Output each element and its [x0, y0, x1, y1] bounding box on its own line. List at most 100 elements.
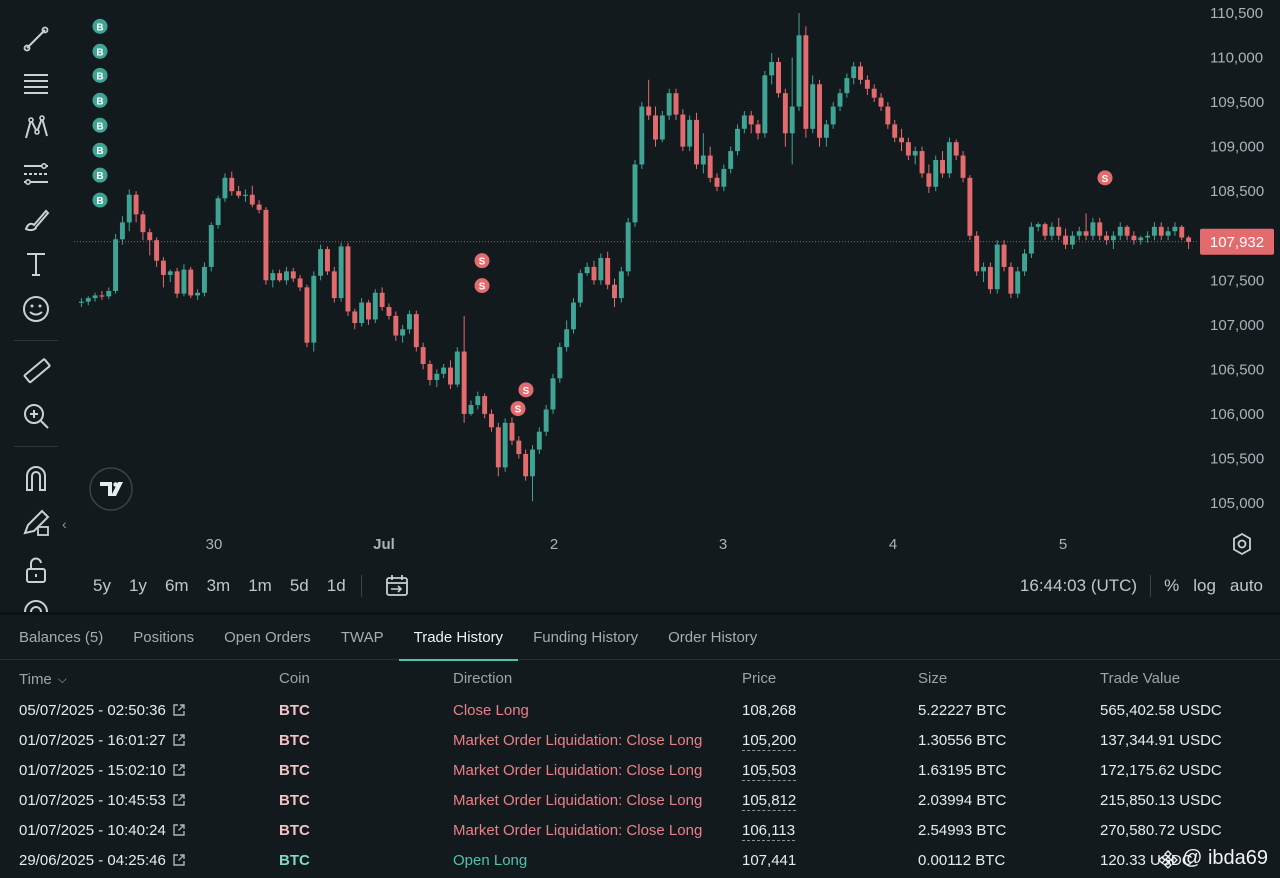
panel-divider[interactable]	[0, 612, 1280, 615]
candle-body	[413, 314, 419, 348]
table-row[interactable]: 01/07/2025 - 15:02:10 BTC Market Order Liq…	[0, 756, 1280, 786]
external-link-icon[interactable]	[172, 793, 186, 807]
tab-balances[interactable]: Balances (5)	[19, 629, 104, 646]
tab-trade-history[interactable]: Trade History	[398, 615, 519, 661]
trade-price[interactable]: 105,503	[742, 756, 797, 786]
external-link-icon[interactable]	[172, 703, 186, 717]
candle-body	[1186, 237, 1192, 242]
header-coin[interactable]: Coin	[279, 670, 310, 687]
fib-icon[interactable]	[14, 156, 58, 192]
header-time[interactable]: Time ⌵	[19, 662, 67, 697]
magnet-icon[interactable]	[14, 460, 58, 496]
candle-body	[1165, 231, 1171, 236]
log-toggle[interactable]: log	[1193, 576, 1216, 595]
range-5d-button[interactable]: 5d	[289, 576, 309, 595]
table-row[interactable]: 01/07/2025 - 10:40:24 BTC Market Order Liq…	[0, 816, 1280, 846]
candle-body	[420, 347, 426, 365]
trade-coin[interactable]: BTC	[279, 702, 310, 719]
candle	[892, 119, 898, 143]
tab-positions[interactable]: Positions	[133, 629, 195, 646]
range-3m-button[interactable]: 3m	[206, 576, 231, 595]
candle-body	[974, 235, 980, 272]
candle	[646, 79, 652, 120]
zoom-in-icon[interactable]	[14, 398, 58, 434]
marker-letter: B	[96, 22, 103, 33]
table-row[interactable]: 29/06/2025 - 04:25:46 BTC Open Long 107,441…	[0, 846, 1280, 876]
candle	[837, 88, 843, 111]
collapse-toolbar-icon[interactable]: ‹	[62, 516, 67, 532]
tab-order-history[interactable]: Order History	[668, 629, 758, 646]
range-6m-button[interactable]: 6m	[164, 576, 189, 595]
candle-body	[304, 287, 310, 343]
table-row[interactable]: 01/07/2025 - 16:01:27 BTC Market Order Liq…	[0, 726, 1280, 756]
trade-price-text: 107,441	[742, 852, 797, 869]
trade-coin[interactable]: BTC	[279, 792, 310, 809]
trend-line-icon[interactable]	[14, 20, 58, 56]
trade-coin[interactable]: BTC	[279, 762, 310, 779]
toolbar-divider	[14, 446, 58, 447]
candle	[946, 137, 952, 178]
candle	[782, 88, 788, 147]
header-price[interactable]: Price	[742, 670, 777, 687]
horizontal-lines-icon[interactable]	[14, 65, 58, 101]
eye-icon[interactable]	[14, 596, 58, 612]
candle	[1028, 222, 1034, 258]
pattern-icon[interactable]	[14, 110, 58, 146]
current-price-value: 107,932	[1210, 234, 1264, 251]
auto-toggle[interactable]: auto	[1229, 576, 1263, 595]
unlock-icon[interactable]	[14, 552, 58, 588]
trade-price[interactable]: 106,113	[742, 816, 796, 846]
candle	[277, 269, 283, 283]
table-row[interactable]: 01/07/2025 - 10:45:53 BTC Market Order Liq…	[0, 786, 1280, 816]
range-1d-button[interactable]: 1d	[326, 576, 346, 595]
external-link-icon[interactable]	[172, 733, 186, 747]
buy-marker: B	[91, 141, 109, 159]
emoji-icon[interactable]	[14, 291, 58, 327]
trade-value: 565,402.58 USDC	[1100, 702, 1222, 719]
trade-coin[interactable]: BTC	[279, 822, 310, 839]
candle-body	[283, 271, 289, 281]
lock-pencil-icon[interactable]	[14, 505, 58, 541]
candle	[297, 274, 303, 291]
tab-open-orders[interactable]: Open Orders	[224, 629, 311, 646]
range-1m-button[interactable]: 1m	[248, 576, 272, 595]
external-link-icon[interactable]	[172, 763, 186, 777]
table-row[interactable]: 05/07/2025 - 02:50:36 BTC Close Long 108,26…	[0, 696, 1280, 726]
candle-body	[461, 351, 467, 414]
candle	[571, 298, 576, 334]
trade-size: 5.22227 BTC	[918, 702, 1007, 719]
tradingview-logo[interactable]	[89, 467, 133, 511]
candle-body	[249, 194, 255, 205]
buy-marker: B	[91, 91, 109, 109]
tab-funding-history[interactable]: Funding History	[533, 629, 639, 646]
external-link-icon[interactable]	[172, 823, 186, 837]
trade-coin[interactable]: BTC	[279, 852, 310, 869]
header-direction[interactable]: Direction	[453, 670, 513, 687]
candle	[1165, 226, 1171, 241]
header-trade-value[interactable]: Trade Value	[1100, 670, 1181, 687]
trade-price[interactable]: 105,200	[742, 726, 797, 756]
candle	[584, 262, 590, 276]
external-link-icon[interactable]	[172, 853, 186, 867]
candle-body	[345, 246, 351, 312]
brush-icon[interactable]	[14, 201, 58, 237]
candle	[694, 112, 699, 169]
chart-settings-icon[interactable]	[1228, 530, 1256, 558]
candle-body	[564, 329, 570, 348]
percent-toggle[interactable]: %	[1164, 576, 1180, 595]
header-size[interactable]: Size	[918, 670, 948, 687]
candle-body	[1035, 224, 1041, 227]
range-5y-button[interactable]: 5y	[93, 576, 111, 595]
trade-coin[interactable]: BTC	[279, 732, 310, 749]
chevron-down-icon[interactable]: ⌵	[57, 672, 67, 686]
utc-clock[interactable]: 16:44:03 (UTC)	[1019, 576, 1138, 595]
tab-twap[interactable]: TWAP	[340, 629, 384, 646]
ruler-icon[interactable]	[14, 353, 58, 389]
text-icon[interactable]	[14, 246, 58, 282]
range-1y-button[interactable]: 1y	[128, 576, 147, 595]
candle-body	[1110, 235, 1116, 241]
calendar-goto-icon[interactable]	[382, 571, 412, 601]
trade-price[interactable]: 105,812	[742, 786, 797, 816]
